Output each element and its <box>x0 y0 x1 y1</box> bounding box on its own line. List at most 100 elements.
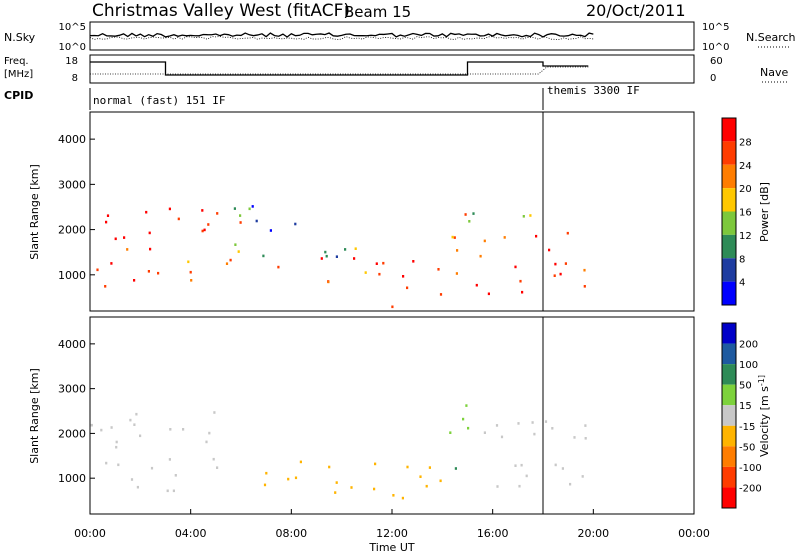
range-gate-cell <box>353 257 356 260</box>
range-gate-cell <box>277 265 280 269</box>
range-gate-cell <box>187 260 190 264</box>
range-tick-label: 4000 <box>58 338 86 351</box>
range-gate-cell <box>207 223 210 226</box>
time-axis: 00:00 04:00 08:00 12:00 16:00 20:00 00:00 <box>74 509 710 540</box>
range-gate-cell <box>239 214 242 217</box>
colorbar-segment <box>722 234 736 259</box>
time-tick-label: 00:00 <box>74 527 106 540</box>
nave-label: Nave <box>760 66 788 79</box>
range-gate-cell <box>335 255 338 258</box>
power-y-axis: 1000 2000 3000 4000 <box>58 133 95 282</box>
range-gate-cell <box>375 262 378 265</box>
range-gate-cell <box>182 428 185 431</box>
cpid-mode-normal: normal (fast) 151 IF <box>93 94 225 107</box>
range-gate-cell <box>334 491 337 494</box>
range-gate-cell <box>554 463 557 467</box>
cpid-mode-themis: themis 3300 IF <box>547 84 640 97</box>
nsearch-tick-bottom: 10^0 <box>702 42 729 53</box>
freq-tick-top: 18 <box>65 56 78 67</box>
colorbar-segment <box>722 384 736 406</box>
range-gate-cell <box>201 209 204 212</box>
velocity-scatter <box>90 404 587 500</box>
range-gate-cell <box>503 236 506 239</box>
range-gate-cell <box>189 270 192 274</box>
time-axis-label: Time UT <box>368 541 414 554</box>
nsky-trace <box>89 32 594 38</box>
range-gate-cell <box>234 243 237 246</box>
range-gate-cell <box>412 260 415 263</box>
range-tick-label: 3000 <box>58 383 86 396</box>
colorbar-frame <box>721 117 737 306</box>
range-gate-cell <box>548 248 551 252</box>
range-gate-cell <box>129 418 132 422</box>
range-gate-cell <box>554 262 557 266</box>
velocity-y-axis: 1000 2000 3000 4000 <box>58 338 95 485</box>
range-gate-cell <box>517 422 520 425</box>
range-gate-cell <box>117 463 120 467</box>
range-gate-cell <box>373 487 376 491</box>
range-gate-cell <box>110 426 113 429</box>
range-gate-cell <box>328 465 331 469</box>
range-gate-cell <box>449 431 452 434</box>
nave-trace <box>90 66 589 75</box>
range-gate-cell <box>468 220 471 223</box>
colorbar-segment <box>722 364 736 385</box>
range-gate-cell <box>350 486 353 489</box>
time-tick-label: 04:00 <box>175 527 207 540</box>
range-gate-cell <box>425 484 428 488</box>
colorbar-tick-label: 20 <box>739 184 752 195</box>
range-gate-cell <box>174 474 177 477</box>
range-gate-cell <box>518 484 521 488</box>
range-gate-cell <box>521 290 524 294</box>
range-gate-cell <box>166 489 169 493</box>
range-gate-cell <box>139 434 142 438</box>
power-colorbar: 28 24 20 16 12 8 4 <box>721 117 752 306</box>
range-gate-cell <box>531 421 534 424</box>
nsky-tick-bottom: 10^0 <box>59 42 86 53</box>
colorbar-tick-label: -15 <box>739 422 755 433</box>
colorbar-tick-label: 4 <box>739 278 745 289</box>
range-gate-cell <box>564 262 567 265</box>
range-gate-cell <box>472 212 475 215</box>
range-gate-cell <box>169 428 172 431</box>
range-gate-cell <box>237 250 240 253</box>
range-gate-cell <box>263 483 267 487</box>
range-gate-cell <box>453 236 456 239</box>
range-gate-cell <box>115 440 118 444</box>
range-gate-cell <box>216 212 219 215</box>
colorbar-segment <box>722 164 736 189</box>
range-gate-cell <box>203 228 206 232</box>
colorbar-segment <box>722 405 736 426</box>
colorbar-segment <box>722 281 736 305</box>
range-gate-cell <box>419 475 422 478</box>
time-tick-label: 00:00 <box>678 527 710 540</box>
beam-label: Beam 15 <box>344 3 411 21</box>
range-gate-cell <box>262 254 265 258</box>
range-gate-cell <box>514 265 517 269</box>
range-gate-cell <box>456 249 459 252</box>
colorbar-tick-label: 12 <box>739 231 752 242</box>
range-gate-cell <box>190 279 193 282</box>
range-gate-cell <box>475 283 478 287</box>
range-gate-cell <box>529 214 532 217</box>
range-gate-cell <box>402 275 405 278</box>
range-gate-cell <box>495 424 499 427</box>
range-gate-cell <box>90 423 93 427</box>
range-gate-cell <box>483 239 486 243</box>
range-gate-cell <box>287 477 290 481</box>
colorbar-segment <box>722 258 736 282</box>
range-gate-cell <box>406 286 409 290</box>
colorbar-segment <box>722 487 736 508</box>
range-gate-cell <box>172 489 175 493</box>
power-y-label: Slant Range [km] <box>28 164 41 260</box>
nave-tick-top: 60 <box>710 56 723 67</box>
range-gate-cell <box>100 428 103 432</box>
power-frame <box>89 111 695 312</box>
time-tick-label: 08:00 <box>275 527 307 540</box>
range-gate-cell <box>294 222 297 226</box>
range-gate-cell <box>105 461 108 465</box>
range-gate-cell <box>104 285 107 288</box>
power-scatter <box>96 205 586 309</box>
range-gate-cell <box>255 219 258 223</box>
